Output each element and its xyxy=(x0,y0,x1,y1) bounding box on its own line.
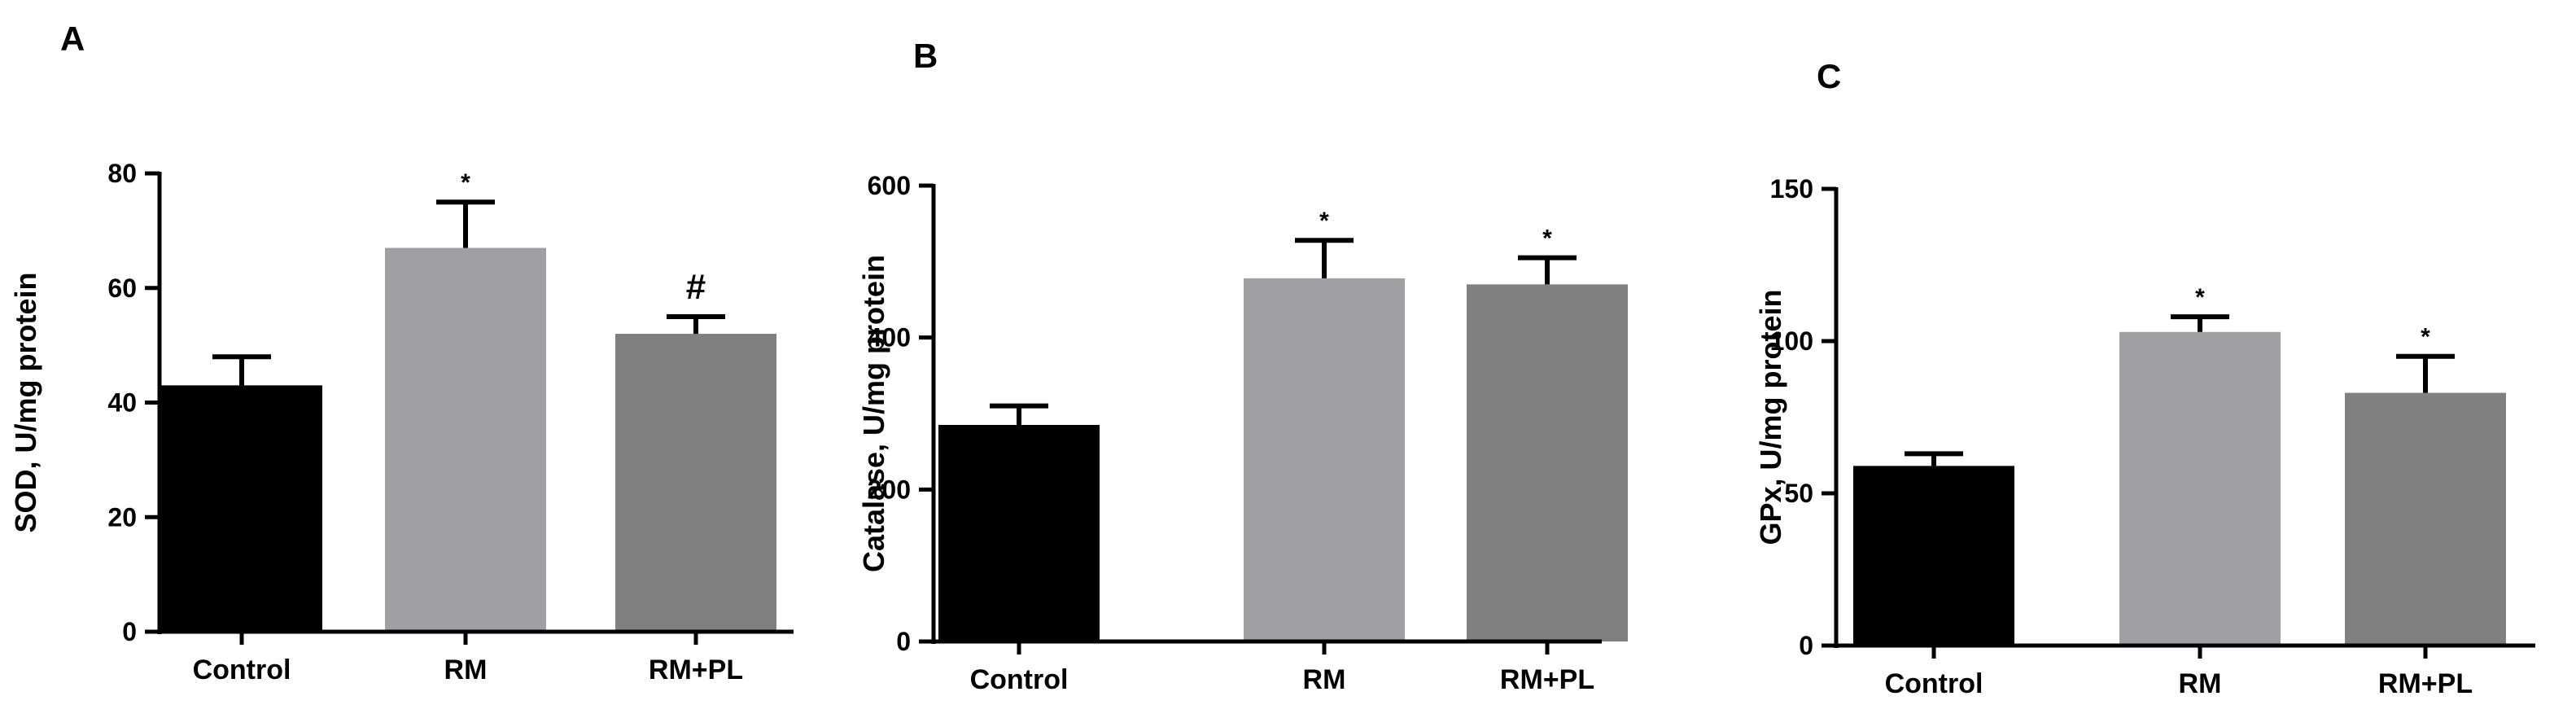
x-tick-label: Control xyxy=(1885,668,1983,699)
y-tick-label: 0 xyxy=(1799,631,1813,660)
panel-letter: A xyxy=(60,20,85,58)
chart-panel-c: C Control * RM * RM+PL 0 50 100 150 GPx, U/mg prot… xyxy=(1754,57,2535,699)
x-tick-label: Control xyxy=(970,664,1069,695)
hash-significance-marker: # xyxy=(686,267,706,307)
y-axis-title: Catalase, U/mg protein xyxy=(857,255,890,572)
y-tick-label: 200 xyxy=(868,475,911,504)
y-tick-label: 20 xyxy=(107,502,137,532)
x-tick-label: RM+PL xyxy=(1500,664,1594,695)
asterisk-significance-marker: * xyxy=(2195,284,2205,311)
y-tick-label: 600 xyxy=(868,171,911,200)
asterisk-significance-marker: * xyxy=(461,169,470,196)
y-tick-label: 40 xyxy=(107,388,137,418)
x-tick-label: Control xyxy=(193,655,291,685)
y-tick-label: 150 xyxy=(1770,174,1813,204)
panel-letter: B xyxy=(913,37,938,75)
bar-rm xyxy=(385,247,546,632)
bar-control xyxy=(938,425,1100,641)
y-axis-title: SOD, U/mg protein xyxy=(9,272,42,532)
asterisk-significance-marker: * xyxy=(2421,324,2430,351)
bar-control xyxy=(161,385,322,632)
y-tick-label: 0 xyxy=(122,617,137,646)
x-tick-label: RM+PL xyxy=(2378,668,2473,699)
y-tick-label: 100 xyxy=(1770,326,1813,356)
x-tick-label: RM xyxy=(2179,668,2222,699)
asterisk-significance-marker: * xyxy=(1542,225,1552,252)
y-tick-label: 50 xyxy=(1784,479,1813,508)
bar-rm-pl xyxy=(1467,284,1628,641)
chart-panel-a: A Control * RM # RM+PL 0 20 40 60 80 SOD, U/mg prot… xyxy=(9,20,794,685)
x-tick-label: RM xyxy=(444,655,488,685)
panel-letter: C xyxy=(1817,57,1841,95)
bar-rm-pl xyxy=(2345,392,2506,646)
x-tick-label: RM xyxy=(1303,664,1346,695)
bar-control xyxy=(1853,466,2014,646)
chart-panel-b: B Control * RM * RM+PL 0 200 400 600 Catalase, U/m… xyxy=(857,37,1628,695)
asterisk-significance-marker: * xyxy=(1319,208,1329,234)
y-tick-label: 60 xyxy=(107,274,137,303)
bar-rm-pl xyxy=(615,334,776,632)
y-tick-label: 400 xyxy=(868,323,911,352)
y-axis-title: GPx, U/mg protein xyxy=(1754,289,1787,545)
y-tick-label: 80 xyxy=(107,159,137,188)
y-tick-label: 0 xyxy=(896,627,911,656)
bar-rm xyxy=(2119,331,2281,646)
bar-rm xyxy=(1244,278,1405,641)
x-tick-label: RM+PL xyxy=(649,655,743,685)
